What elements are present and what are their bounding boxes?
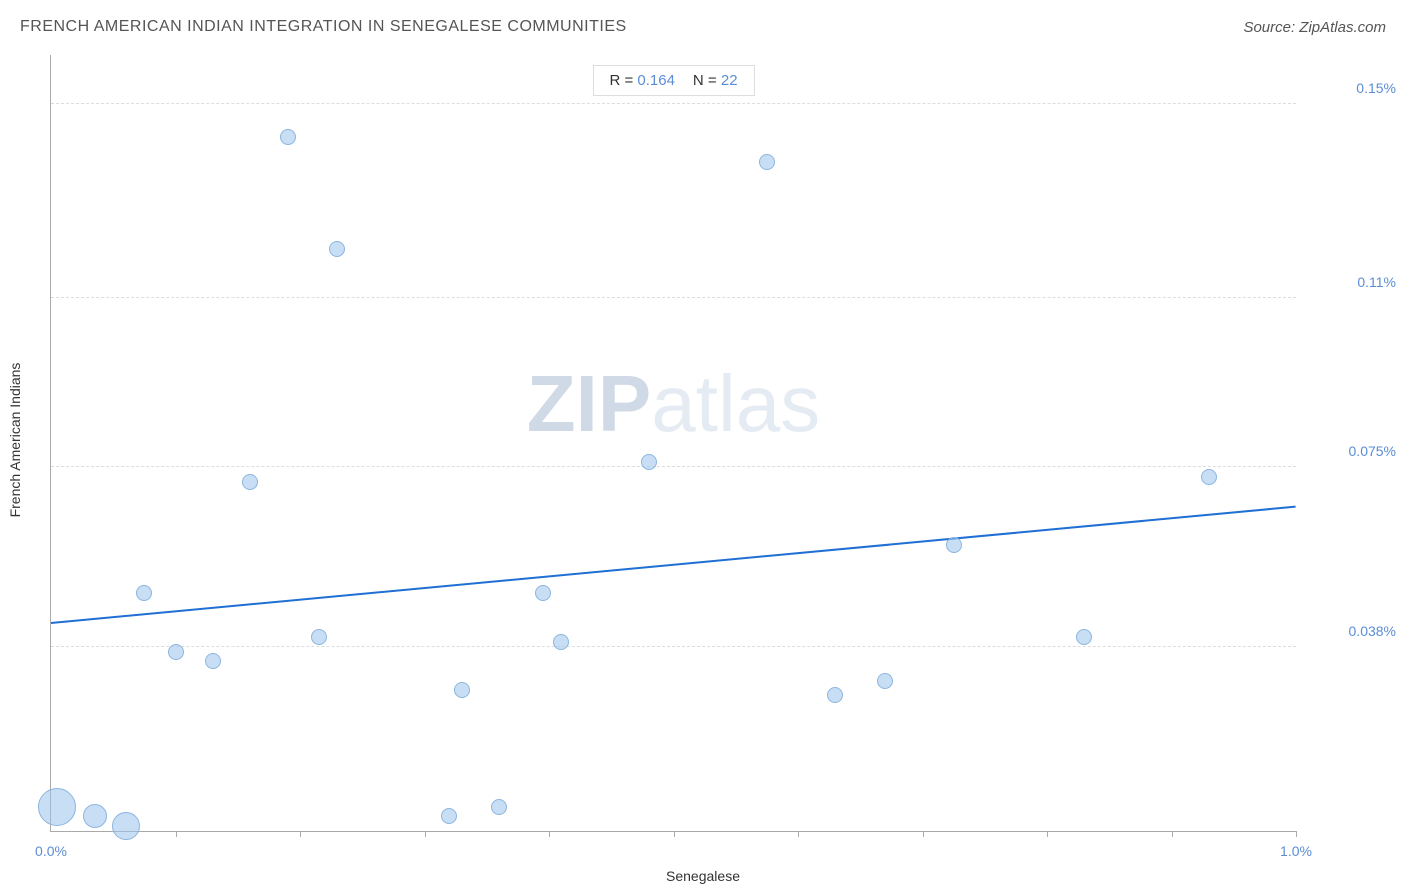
data-point xyxy=(168,644,184,660)
data-point xyxy=(1201,469,1217,485)
header: FRENCH AMERICAN INDIAN INTEGRATION IN SE… xyxy=(20,18,1386,36)
x-tick xyxy=(1047,831,1048,837)
data-point xyxy=(553,634,569,650)
data-point xyxy=(205,653,221,669)
x-tick-label: 1.0% xyxy=(1280,843,1312,859)
r-value: 0.164 xyxy=(637,72,675,89)
watermark: ZIPatlas xyxy=(527,358,820,450)
watermark-light: atlas xyxy=(651,359,820,448)
y-axis-label: French American Indians xyxy=(7,363,23,518)
data-point xyxy=(454,682,470,698)
x-tick xyxy=(176,831,177,837)
data-point xyxy=(827,687,843,703)
data-point xyxy=(641,454,657,470)
gridline xyxy=(51,103,1296,104)
gridline xyxy=(51,466,1296,467)
r-label: R = xyxy=(609,72,637,89)
data-point xyxy=(491,799,507,815)
x-tick xyxy=(1296,831,1297,837)
n-label: N = xyxy=(693,72,721,89)
chart-title: FRENCH AMERICAN INDIAN INTEGRATION IN SE… xyxy=(20,18,627,36)
data-point xyxy=(329,241,345,257)
watermark-bold: ZIP xyxy=(527,359,651,448)
stats-box: R = 0.164 N = 22 xyxy=(592,65,754,96)
data-point xyxy=(877,673,893,689)
x-tick xyxy=(674,831,675,837)
y-tick-label: 0.075% xyxy=(1306,443,1396,459)
data-point xyxy=(38,788,76,826)
data-point xyxy=(946,537,962,553)
source-attribution: Source: ZipAtlas.com xyxy=(1243,19,1386,36)
x-tick xyxy=(798,831,799,837)
x-tick xyxy=(425,831,426,837)
y-tick-label: 0.15% xyxy=(1306,80,1396,96)
y-tick-label: 0.038% xyxy=(1306,623,1396,639)
x-tick-label: 0.0% xyxy=(35,843,67,859)
y-tick-label: 0.11% xyxy=(1306,274,1396,290)
data-point xyxy=(535,585,551,601)
data-point xyxy=(112,812,140,840)
data-point xyxy=(441,808,457,824)
data-point xyxy=(280,129,296,145)
gridline xyxy=(51,646,1296,647)
n-value: 22 xyxy=(721,72,738,89)
gridline xyxy=(51,297,1296,298)
x-axis-label: Senegalese xyxy=(666,868,740,884)
x-tick xyxy=(923,831,924,837)
data-point xyxy=(1076,629,1092,645)
data-point xyxy=(83,804,107,828)
x-tick xyxy=(300,831,301,837)
data-point xyxy=(242,474,258,490)
data-point xyxy=(136,585,152,601)
trend-line xyxy=(51,506,1296,624)
data-point xyxy=(759,154,775,170)
data-point xyxy=(311,629,327,645)
x-tick xyxy=(549,831,550,837)
plot-area: ZIPatlas R = 0.164N = 22 0.038%0.075%0.1… xyxy=(50,55,1296,832)
x-tick xyxy=(1172,831,1173,837)
